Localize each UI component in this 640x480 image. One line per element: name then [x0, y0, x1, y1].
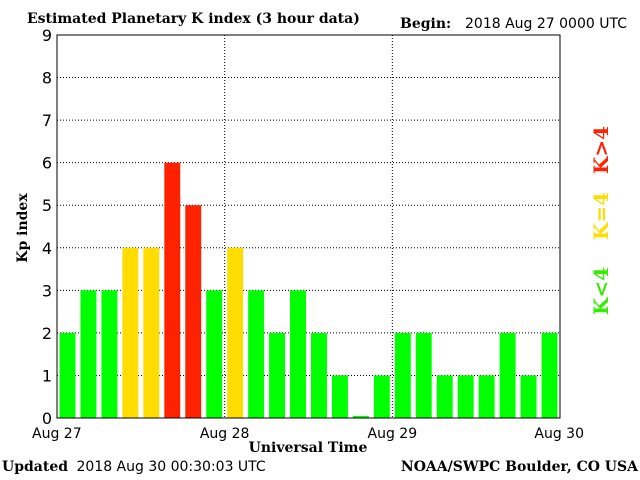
kp-bar — [80, 290, 97, 418]
kp-bar — [478, 375, 495, 418]
kp-bar — [164, 162, 181, 418]
updated-stamp: Updated 2018 Aug 30 00:30:03 UTC — [2, 459, 266, 475]
y-tick-label: 4 — [42, 239, 52, 258]
kp-bar — [143, 247, 160, 418]
kp-bar — [352, 415, 369, 418]
kp-bar — [457, 375, 474, 418]
chart-title: Estimated Planetary K index (3 hour data… — [27, 11, 360, 27]
x-tick-label: Aug 30 — [534, 426, 584, 442]
y-tick-label: 0 — [42, 409, 52, 428]
bars — [59, 162, 558, 418]
kp-bar — [436, 375, 453, 418]
y-tick-label: 9 — [42, 26, 52, 45]
x-tick-label: Aug 28 — [200, 426, 250, 442]
kp-bar — [499, 332, 516, 418]
begin-label: Begin: — [400, 16, 451, 32]
source-credit: NOAA/SWPC Boulder, CO USA — [400, 459, 638, 475]
legend-high: K>4 — [589, 126, 613, 174]
y-tick-label: 3 — [42, 281, 52, 300]
legend-equal: K=4 — [589, 192, 613, 240]
plot-frame — [56, 34, 561, 419]
y-tick-label: 7 — [42, 111, 52, 130]
gridlines — [57, 34, 560, 418]
kp-bar — [185, 205, 202, 418]
kp-bar — [373, 375, 390, 418]
x-tick-label: Aug 29 — [368, 426, 418, 442]
kp-bar — [520, 375, 537, 418]
y-tick-label: 2 — [42, 324, 52, 343]
kp-bar — [415, 332, 432, 418]
legend-low: K<4 — [589, 267, 613, 315]
y-tick-label: 1 — [42, 366, 52, 385]
y-axis-label: Kp index — [15, 193, 31, 263]
y-tick-labels: 0 1 2 3 4 5 6 7 8 9 — [42, 26, 52, 428]
updated-value: 2018 Aug 30 00:30:03 UTC — [76, 459, 266, 475]
kp-bar — [227, 247, 244, 418]
y-tick-label: 8 — [42, 69, 52, 88]
x-axis-label: Universal Time — [249, 440, 368, 456]
kp-bar — [122, 247, 139, 418]
begin-value: 2018 Aug 27 0000 UTC — [465, 16, 627, 32]
x-tick-label: Aug 27 — [32, 426, 82, 442]
kp-bar — [331, 375, 348, 418]
kp-bar — [394, 332, 411, 418]
kp-bar — [290, 290, 306, 418]
kp-bar — [59, 332, 76, 418]
kp-bar — [541, 332, 558, 418]
x-tick-labels: Aug 27 Aug 28 Aug 29 Aug 30 — [32, 426, 584, 442]
kp-bar — [311, 332, 327, 418]
updated-label: Updated — [2, 459, 69, 475]
kp-bar — [248, 290, 265, 418]
y-tick-label: 6 — [42, 154, 52, 173]
kp-bar — [206, 290, 223, 418]
y-tick-label: 5 — [42, 196, 52, 215]
kp-bar — [101, 290, 118, 418]
kp-bar — [269, 332, 286, 418]
